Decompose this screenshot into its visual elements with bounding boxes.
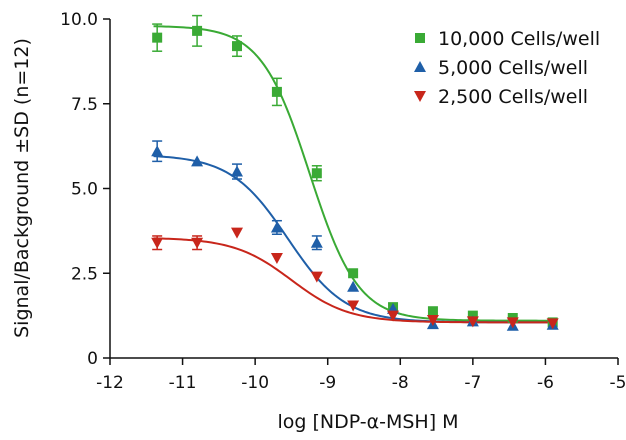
data-point	[348, 268, 359, 279]
data-point	[506, 317, 519, 329]
axes: -12 -11 -10 -9 -8 -7 -6 -5 0 2.5 5.0 7.5 10.0	[60, 10, 626, 393]
legend-marker	[414, 91, 426, 102]
data-point	[426, 315, 439, 327]
x-tick-label: -12	[96, 373, 124, 393]
data-point	[151, 145, 164, 157]
data-point	[191, 237, 204, 249]
y-tick-label: 2.5	[71, 264, 98, 284]
y-tick-label: 0	[87, 349, 98, 369]
data-point	[310, 236, 323, 248]
data-point	[192, 25, 203, 36]
data-point	[232, 41, 242, 52]
y-tick-label: 7.5	[71, 95, 98, 115]
data-point	[231, 227, 243, 239]
x-tick-label: -9	[319, 373, 336, 393]
y-tick-label: 10.0	[60, 10, 98, 30]
legend-label: 10,000 Cells/well	[438, 28, 600, 50]
x-tick-label: -8	[392, 373, 409, 393]
data-point	[271, 86, 282, 97]
x-axis-title: log [NDP-α-MSH] M	[277, 411, 458, 433]
legend-marker	[415, 33, 425, 43]
data-point	[270, 252, 283, 264]
fit-curve	[153, 237, 557, 324]
data-point	[427, 306, 438, 317]
x-tick-label: -6	[537, 373, 554, 393]
data-point	[347, 300, 360, 312]
data-point	[387, 310, 400, 322]
data-point	[546, 318, 559, 330]
data-point	[152, 32, 163, 43]
fit-curve	[153, 155, 557, 324]
data-points	[151, 14, 559, 331]
x-tick-label: -10	[241, 373, 269, 393]
y-axis-title: Signal/Background ±SD (n=12)	[11, 38, 33, 338]
data-point	[191, 155, 204, 167]
data-point	[231, 165, 243, 177]
legend-marker	[414, 61, 426, 72]
data-point	[466, 316, 479, 328]
fit-curve	[153, 25, 557, 322]
data-point	[270, 221, 283, 233]
x-tick-label: -7	[464, 373, 481, 393]
data-point	[151, 237, 164, 249]
data-point	[310, 271, 323, 283]
data-point	[311, 168, 322, 179]
legend-label: 5,000 Cells/well	[438, 57, 588, 79]
x-tick-label: -11	[169, 373, 197, 393]
data-point	[347, 280, 360, 292]
y-tick-label: 5.0	[71, 180, 98, 200]
x-tick-label: -5	[610, 373, 626, 393]
legend: 10,000 Cells/well 5,000 Cells/well 2,500 C…	[414, 28, 600, 108]
legend-label: 2,500 Cells/well	[438, 86, 588, 108]
